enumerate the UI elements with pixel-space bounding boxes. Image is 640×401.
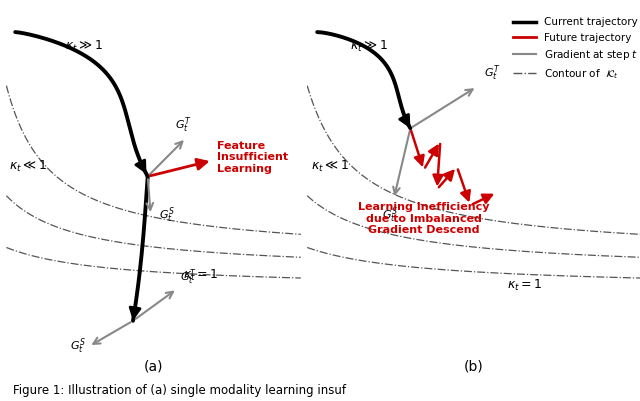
Text: (b): (b) — [464, 359, 483, 373]
Text: $G_t^S$: $G_t^S$ — [159, 205, 175, 225]
Text: Learning Inefficiency
due to Imbalanced
Gradient Descend: Learning Inefficiency due to Imbalanced … — [358, 202, 490, 235]
Text: $\kappa_t = 1$: $\kappa_t = 1$ — [183, 268, 218, 283]
Legend: Current trajectory, Future trajectory, Gradient at step $t$, Contour of  $\mathc: Current trajectory, Future trajectory, G… — [509, 14, 640, 84]
Text: $G_t^S$: $G_t^S$ — [70, 337, 86, 356]
Text: $G_t^T$: $G_t^T$ — [484, 64, 500, 83]
Text: $G_t^T$: $G_t^T$ — [175, 115, 191, 135]
Text: $\kappa_t \gg 1$: $\kappa_t \gg 1$ — [351, 38, 388, 54]
Text: $G_t^S$: $G_t^S$ — [382, 205, 399, 225]
Text: $\kappa_t \gg 1$: $\kappa_t \gg 1$ — [65, 38, 103, 54]
Text: $\kappa_t \ll 1$: $\kappa_t \ll 1$ — [10, 159, 47, 174]
Text: Figure 1: Illustration of (a) single modality learning insuf: Figure 1: Illustration of (a) single mod… — [13, 384, 346, 397]
Text: $\kappa_t = 1$: $\kappa_t = 1$ — [507, 278, 542, 293]
Text: (a): (a) — [144, 359, 163, 373]
Text: $\kappa_t \ll 1$: $\kappa_t \ll 1$ — [310, 159, 348, 174]
Text: Feature
Insufficient
Learning: Feature Insufficient Learning — [217, 141, 288, 174]
Text: $G_t^T$: $G_t^T$ — [180, 267, 196, 287]
